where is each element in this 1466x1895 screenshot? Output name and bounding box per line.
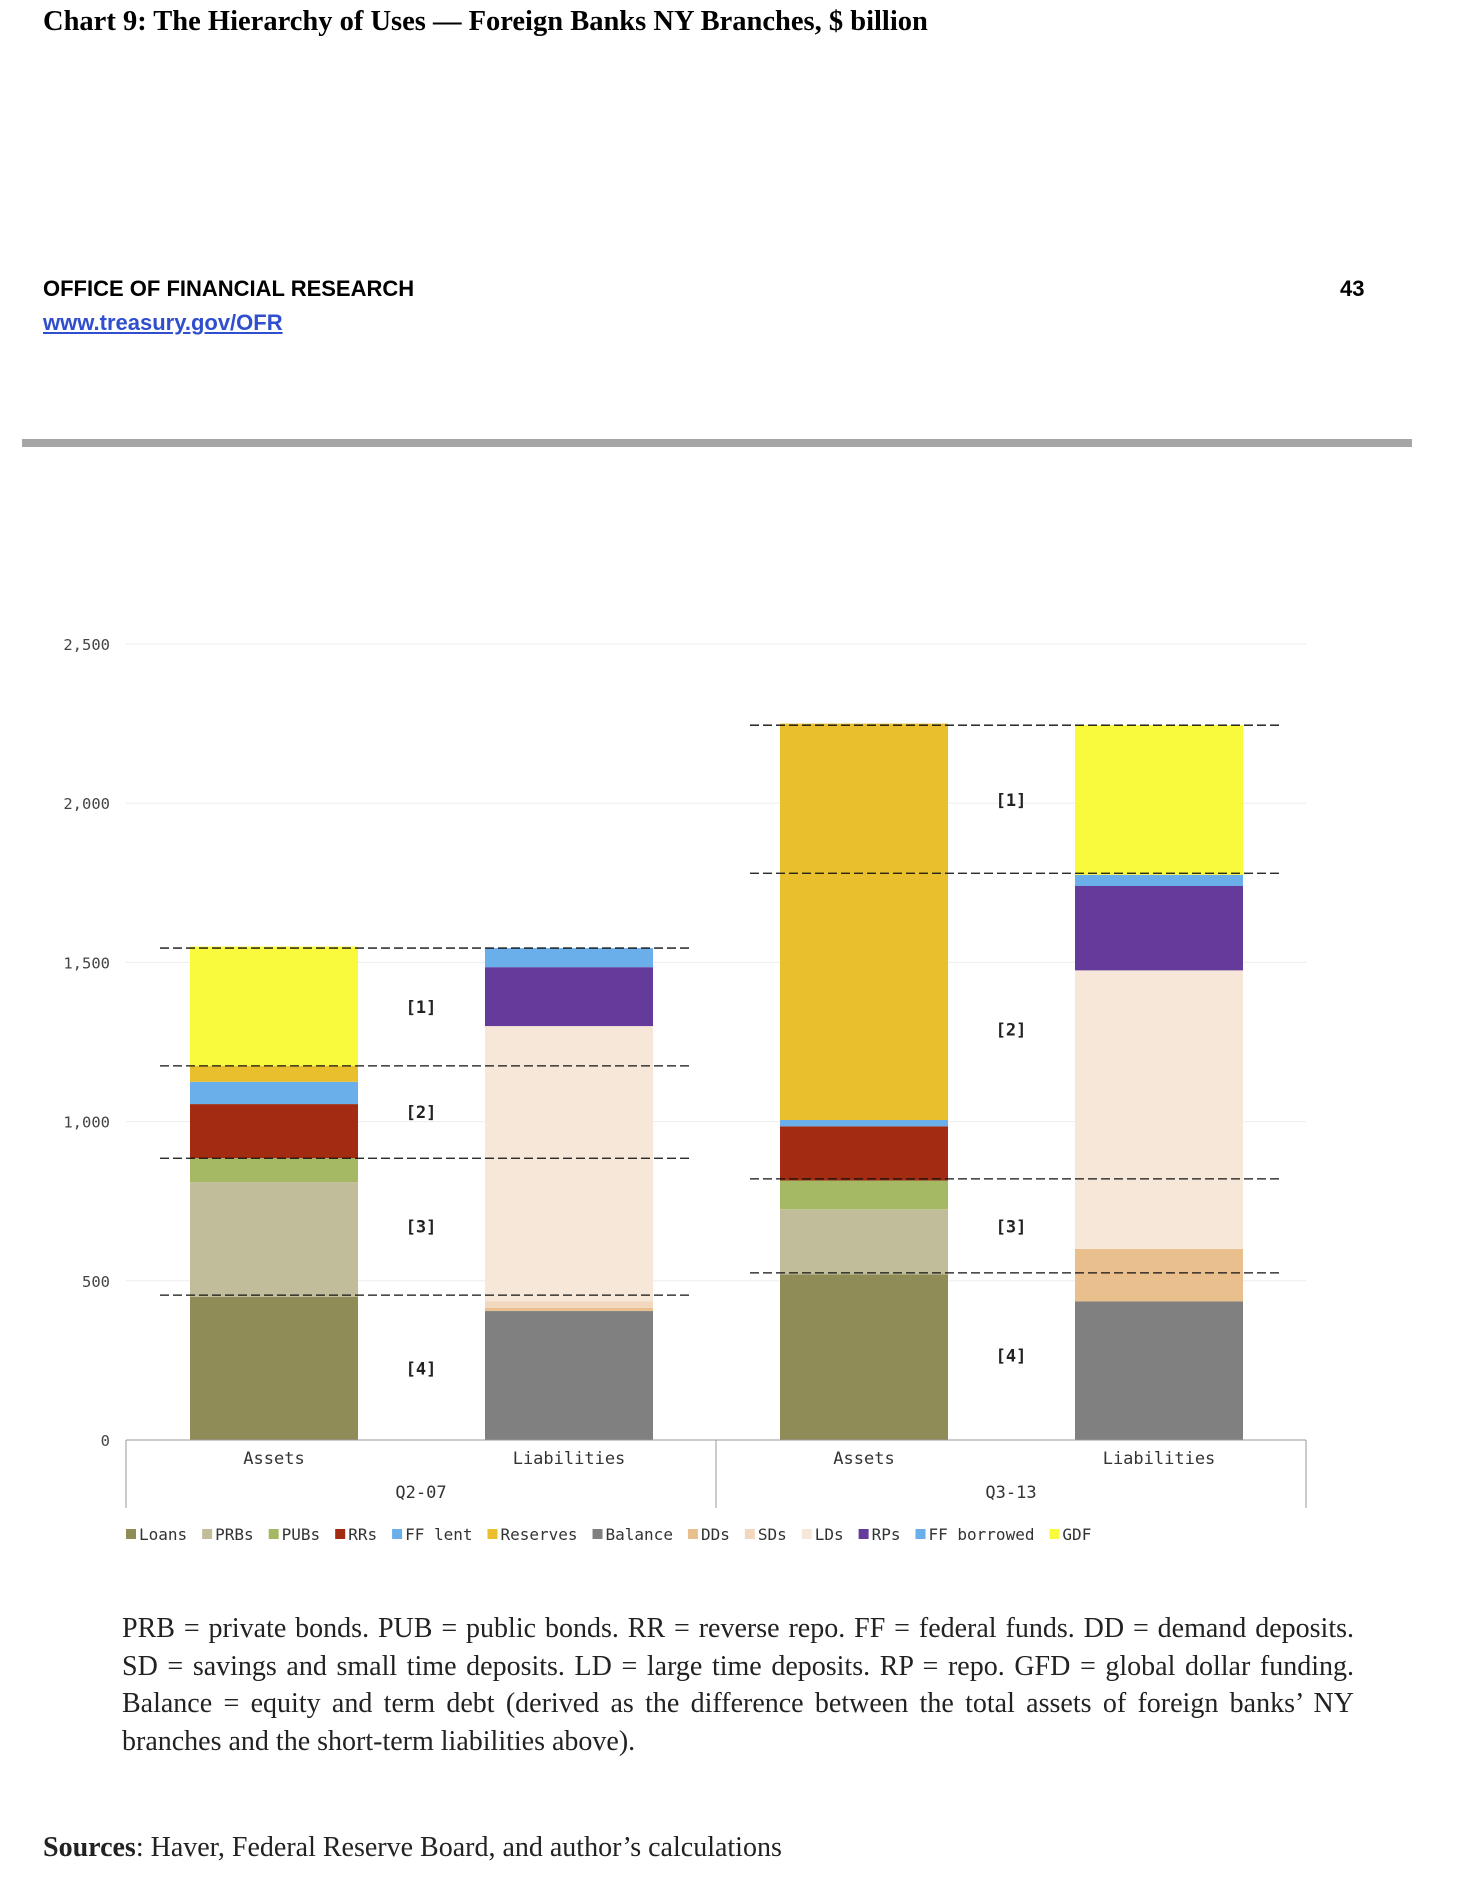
legend-label-sds: SDs bbox=[758, 1525, 787, 1544]
bar-q2-07-assets-rrs bbox=[190, 1104, 358, 1159]
legend-swatch-lds bbox=[801, 1529, 812, 1539]
bar-q3-13-assets-loans bbox=[780, 1274, 948, 1440]
legend-swatch-dds bbox=[687, 1529, 698, 1539]
legend-swatch-pubs bbox=[268, 1529, 279, 1539]
bar-q3-13-liabilities-dds bbox=[1075, 1248, 1243, 1302]
x-tick-label-q3-13-assets: Assets bbox=[833, 1449, 894, 1469]
bar-q2-07-liabilities-rps bbox=[485, 967, 653, 1027]
y-tick-label-2000: 2,000 bbox=[63, 795, 110, 813]
x-axis: Assets Liabilities Assets Liabilities Q2-07 Q… bbox=[125, 1439, 1307, 1508]
bracket-label-q3-13-1: [1] bbox=[996, 791, 1027, 811]
x-group-label-q2-07: Q2-07 bbox=[395, 1483, 446, 1503]
legend-swatch-ff-borrowed bbox=[915, 1529, 926, 1539]
y-tick-label-1000: 1,000 bbox=[63, 1114, 110, 1132]
legend-label-rrs: RRs bbox=[348, 1525, 377, 1544]
bar-q3-13-assets-ff-lent bbox=[780, 1120, 948, 1127]
bracket-labels: [4] [3] [2] [1] [4] [3] [2] [1] bbox=[406, 791, 1027, 1379]
page-number: 43 bbox=[1340, 276, 1365, 301]
legend-swatch-loans bbox=[126, 1529, 136, 1539]
bar-q2-07-assets-reserves bbox=[190, 1065, 358, 1082]
bar-q2-07-liabilities-lds bbox=[485, 1026, 653, 1302]
x-tick-label-q2-07-liabilities: Liabilities bbox=[513, 1449, 626, 1469]
bar-q2-07-liabilities-dds bbox=[485, 1307, 653, 1312]
bar-q2-07-assets-gdf bbox=[190, 946, 358, 1066]
bar-q3-13-liabilities-ff-borrowed bbox=[1075, 874, 1243, 886]
bar-q2-07-liabilities-sds bbox=[485, 1301, 653, 1308]
sources-text: : Haver, Federal Reserve Board, and auth… bbox=[135, 1832, 782, 1863]
legend-swatch-balance bbox=[592, 1529, 603, 1539]
x-tick-label-q3-13-liabilities: Liabilities bbox=[1103, 1449, 1216, 1469]
bar-q2-07-liabilities-ff-borrowed bbox=[485, 948, 653, 968]
bar-q2-07-assets-ff-lent bbox=[190, 1081, 358, 1105]
legend-swatch-rrs bbox=[335, 1529, 346, 1539]
bar-q3-13-assets-pubs bbox=[780, 1180, 948, 1210]
legend-swatch-reserves bbox=[487, 1529, 498, 1539]
y-tick-label-500: 500 bbox=[82, 1273, 110, 1291]
legend-label-gdf: GDF bbox=[1062, 1525, 1091, 1544]
legend-label-ff-lent: FF lent bbox=[405, 1525, 472, 1544]
legend-label-reserves: Reserves bbox=[500, 1525, 577, 1544]
bar-q3-13-assets-reserves bbox=[780, 723, 948, 1121]
bar-q2-07-assets-loans bbox=[190, 1296, 358, 1440]
x-tick-label-q2-07-assets: Assets bbox=[243, 1449, 304, 1469]
bar-q3-13-assets-rrs bbox=[780, 1126, 948, 1181]
bracket-label-q3-13-4: [4] bbox=[996, 1347, 1027, 1367]
legend-label-ff-borrowed: FF borrowed bbox=[929, 1525, 1035, 1544]
bracket-label-q2-07-1: [1] bbox=[406, 998, 437, 1018]
y-tick-label-0: 0 bbox=[101, 1432, 110, 1450]
bar-q3-13-liabilities-rps bbox=[1075, 885, 1243, 971]
legend-swatch-sds bbox=[744, 1529, 755, 1539]
bars bbox=[190, 723, 1243, 1440]
legend: Loans PRBs PUBs RRs FF lent Reserves Balance DD… bbox=[126, 1525, 1091, 1544]
bar-q3-13-assets-prbs bbox=[780, 1209, 948, 1275]
bracket-label-q2-07-2: [2] bbox=[406, 1103, 437, 1123]
dashed-levels bbox=[160, 724, 1282, 1296]
legend-label-balance: Balance bbox=[606, 1525, 673, 1544]
bar-q3-13-liabilities-lds bbox=[1075, 970, 1243, 1249]
legend-label-dds: DDs bbox=[701, 1525, 730, 1544]
bracket-label-q3-13-3: [3] bbox=[996, 1218, 1027, 1238]
legend-swatch-ff-lent bbox=[392, 1529, 403, 1539]
bar-q2-07-assets-pubs bbox=[190, 1158, 358, 1183]
bar-q2-07-liabilities-balance bbox=[485, 1311, 653, 1440]
legend-swatch-gdf bbox=[1049, 1529, 1060, 1539]
header-rule bbox=[22, 439, 1412, 447]
legend-label-pubs: PUBs bbox=[282, 1525, 321, 1544]
bar-q2-07-assets-prbs bbox=[190, 1182, 358, 1297]
y-tick-label-1500: 1,500 bbox=[63, 954, 110, 972]
sources-label: Sources bbox=[43, 1832, 136, 1863]
legend-swatch-rps bbox=[858, 1529, 869, 1539]
legend-swatch-prbs bbox=[202, 1529, 213, 1539]
bracket-label-q2-07-4: [4] bbox=[406, 1359, 437, 1379]
org-name: OFFICE OF FINANCIAL RESEARCH bbox=[43, 276, 415, 301]
sources-line: Sources: Haver, Federal Reserve Board, a… bbox=[43, 1832, 782, 1864]
legend-label-prbs: PRBs bbox=[215, 1525, 254, 1544]
chart-note: PRB = private bonds. PUB = public bonds.… bbox=[122, 1613, 1354, 1757]
y-tick-label-2500: 2,500 bbox=[63, 636, 110, 654]
legend-label-rps: RPs bbox=[872, 1525, 901, 1544]
legend-label-loans: Loans bbox=[139, 1525, 187, 1544]
legend-label-lds: LDs bbox=[815, 1525, 844, 1544]
bracket-label-q2-07-3: [3] bbox=[406, 1218, 437, 1238]
bar-q3-13-liabilities-gdf bbox=[1075, 725, 1243, 875]
bracket-label-q3-13-2: [2] bbox=[996, 1020, 1027, 1040]
org-link[interactable]: www.treasury.gov/OFR bbox=[43, 310, 283, 335]
x-group-label-q3-13: Q3-13 bbox=[985, 1483, 1036, 1503]
bar-q3-13-liabilities-balance bbox=[1075, 1301, 1243, 1440]
chart-title: Chart 9: The Hierarchy of Uses — Foreign… bbox=[43, 6, 928, 37]
y-axis: 0 500 1,000 1,500 2,000 2,500 bbox=[63, 636, 110, 1450]
